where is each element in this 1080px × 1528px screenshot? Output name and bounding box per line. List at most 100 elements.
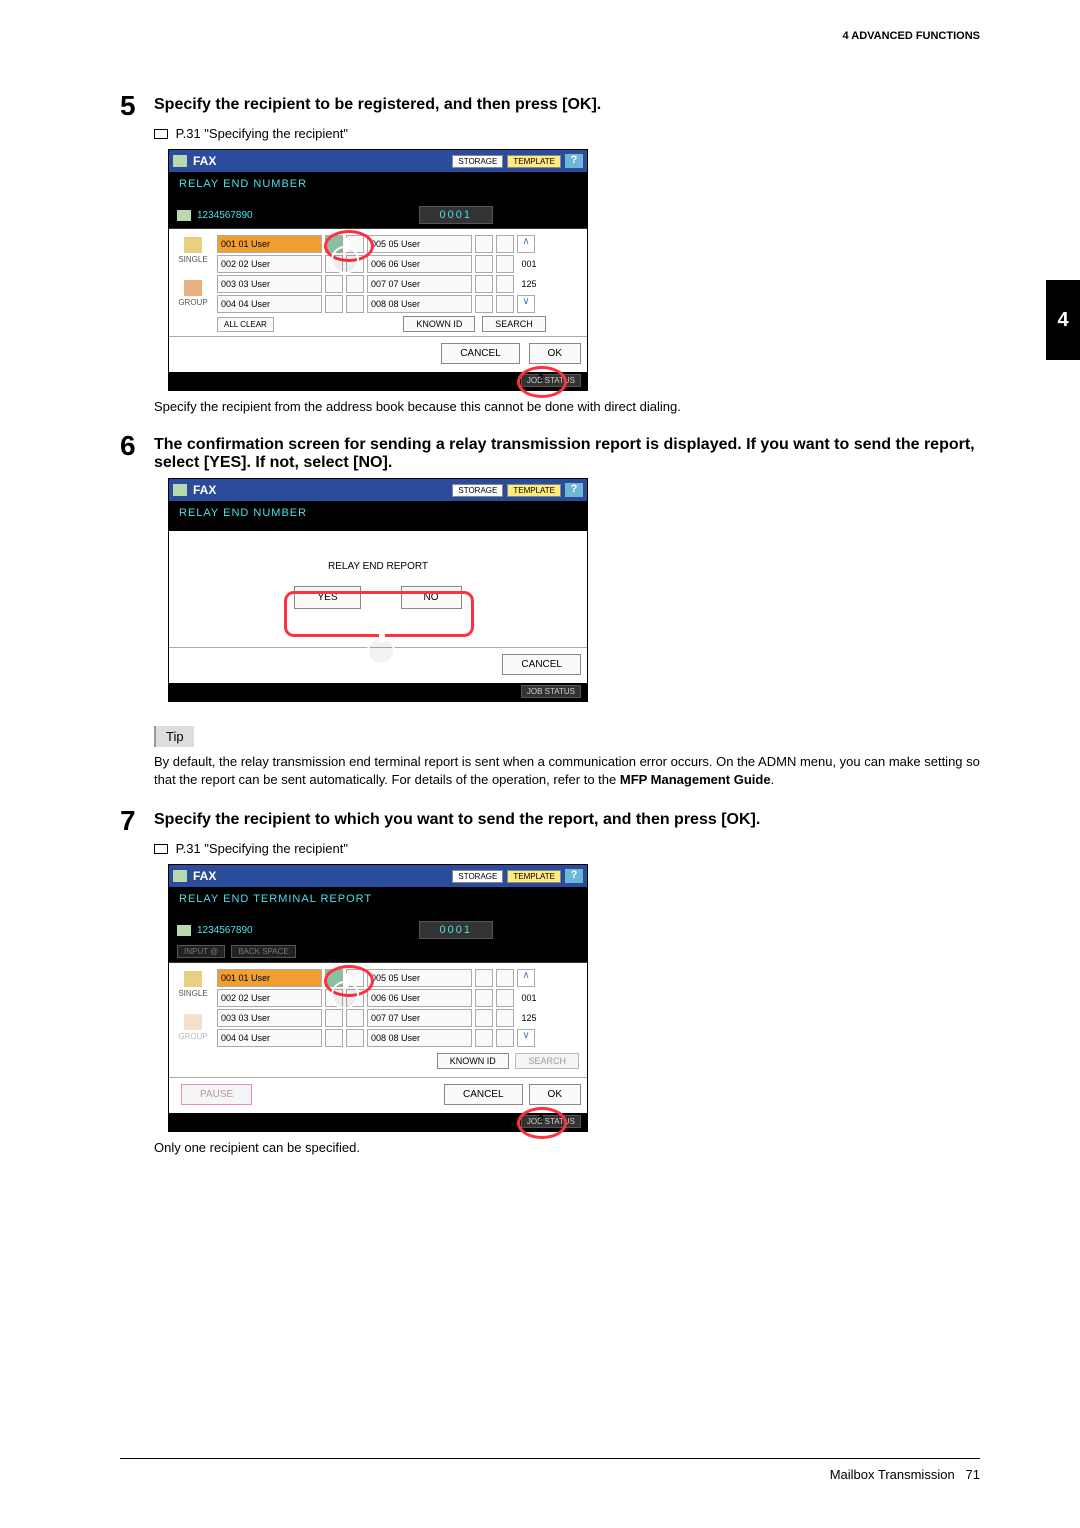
user-cell[interactable]: 005 05 User xyxy=(367,969,472,987)
step-note: Specify the recipient from the address b… xyxy=(154,399,980,414)
cursor-icon xyxy=(367,637,395,665)
titlebar: FAX STORAGE TEMPLATE ? xyxy=(169,150,587,172)
fax-label: FAX xyxy=(193,483,216,497)
page-ind: 125 xyxy=(517,1009,541,1027)
cursor-icon xyxy=(331,246,359,274)
step-num: 7 xyxy=(120,807,142,835)
step-note: Only one recipient can be specified. xyxy=(154,1140,980,1155)
storage-button[interactable]: STORAGE xyxy=(452,484,503,497)
user-cell[interactable]: 004 04 User xyxy=(217,295,322,313)
tip-body: By default, the relay transmission end t… xyxy=(154,753,980,789)
step-6: 6 The confirmation screen for sending a … xyxy=(120,432,980,472)
fax-icon xyxy=(173,484,187,496)
user-cell[interactable]: 007 07 User xyxy=(367,275,472,293)
template-button[interactable]: TEMPLATE xyxy=(507,155,561,168)
group-tab[interactable]: GROUP xyxy=(178,280,207,307)
ref-text: P.31 "Specifying the recipient" xyxy=(176,841,348,856)
ok-button[interactable]: OK xyxy=(529,1084,581,1105)
fax-indicator-icon[interactable] xyxy=(475,235,493,253)
user-cell[interactable]: 008 08 User xyxy=(367,295,472,313)
storage-button[interactable]: STORAGE xyxy=(452,870,503,883)
ref-text: P.31 "Specifying the recipient" xyxy=(176,126,348,141)
known-id-button[interactable]: KNOWN ID xyxy=(403,316,475,332)
scroll-up[interactable]: ∧ xyxy=(517,969,535,987)
user-cell[interactable]: 003 03 User xyxy=(217,1009,322,1027)
search-button[interactable]: SEARCH xyxy=(482,316,546,332)
group-tab: GROUP xyxy=(178,1014,207,1041)
cancel-button[interactable]: CANCEL xyxy=(441,343,520,364)
user-cell[interactable]: 003 03 User xyxy=(217,275,322,293)
fax-screen-2: FAX STORAGE TEMPLATE ? RELAY END NUMBER … xyxy=(168,478,588,702)
user-cell[interactable]: 005 05 User xyxy=(367,235,472,253)
input-at-button[interactable]: INPUT @ xyxy=(177,945,225,958)
page-footer: Mailbox Transmission 71 xyxy=(120,1458,980,1482)
user-cell[interactable]: 001 01 User xyxy=(217,969,322,987)
entry[interactable]: 0001 xyxy=(419,206,493,224)
value: 1234567890 xyxy=(197,210,253,221)
user-cell[interactable]: 006 06 User xyxy=(367,255,472,273)
scroll-down[interactable]: ∨ xyxy=(517,295,535,313)
step-5: 5 Specify the recipient to be registered… xyxy=(120,92,980,120)
value-row: 1234567890 0001 xyxy=(169,202,587,228)
step-ref: P.31 "Specifying the recipient" xyxy=(154,841,980,856)
user-cell[interactable]: 006 06 User xyxy=(367,989,472,1007)
scroll-up[interactable]: ∧ xyxy=(517,235,535,253)
step-title: Specify the recipient to which you want … xyxy=(154,807,760,835)
mail-indicator-icon[interactable] xyxy=(496,235,514,253)
pause-button: PAUSE xyxy=(181,1084,252,1105)
ok-button[interactable]: OK xyxy=(529,343,581,364)
tip-label: Tip xyxy=(154,726,194,747)
highlight-2: 2 xyxy=(517,1107,567,1139)
scroll-down[interactable]: ∨ xyxy=(517,1029,535,1047)
fax-label: FAX xyxy=(193,869,216,883)
fax-screen-1: FAX STORAGE TEMPLATE ? RELAY END NUMBER … xyxy=(168,149,588,391)
template-button[interactable]: TEMPLATE xyxy=(507,484,561,497)
report-label: RELAY END REPORT xyxy=(169,561,587,572)
step-7: 7 Specify the recipient to which you wan… xyxy=(120,807,980,835)
step-ref: P.31 "Specifying the recipient" xyxy=(154,126,980,141)
job-status-button[interactable]: JOB STATUS xyxy=(521,685,581,698)
user-cell[interactable]: 008 08 User xyxy=(367,1029,472,1047)
single-tab[interactable]: SINGLE xyxy=(178,237,207,264)
page-ind: 125 xyxy=(517,275,541,293)
user-cell[interactable]: 007 07 User xyxy=(367,1009,472,1027)
book-icon xyxy=(154,129,168,139)
step-title: Specify the recipient to be registered, … xyxy=(154,92,601,120)
entry[interactable]: 0001 xyxy=(419,921,493,939)
single-tab[interactable]: SINGLE xyxy=(178,971,207,998)
fax-icon xyxy=(173,155,187,167)
subtitle: RELAY END NUMBER xyxy=(169,501,587,531)
step-title: The confirmation screen for sending a re… xyxy=(154,432,980,472)
subtitle: RELAY END TERMINAL REPORT xyxy=(169,887,587,917)
page-ind: 001 xyxy=(517,989,541,1007)
page-ind: 001 xyxy=(517,255,541,273)
step-num: 5 xyxy=(120,92,142,120)
help-button[interactable]: ? xyxy=(565,154,583,168)
cancel-button[interactable]: CANCEL xyxy=(444,1084,523,1105)
fax-icon xyxy=(173,870,187,882)
fax-mini-icon xyxy=(177,210,191,221)
highlight-2: 2 xyxy=(517,366,567,398)
search-button: SEARCH xyxy=(515,1053,579,1069)
user-cell[interactable]: 004 04 User xyxy=(217,1029,322,1047)
value: 1234567890 xyxy=(197,925,253,936)
book-icon xyxy=(154,844,168,854)
fax-screen-3: FAX STORAGE TEMPLATE ? RELAY END TERMINA… xyxy=(168,864,588,1132)
user-cell[interactable]: 001 01 User xyxy=(217,235,322,253)
all-clear-button[interactable]: ALL CLEAR xyxy=(217,317,274,332)
user-cell[interactable]: 002 02 User xyxy=(217,255,322,273)
chapter-tab: 4 xyxy=(1046,280,1080,360)
known-id-button[interactable]: KNOWN ID xyxy=(437,1053,509,1069)
help-button[interactable]: ? xyxy=(565,869,583,883)
fax-mini-icon xyxy=(177,925,191,936)
fax-label: FAX xyxy=(193,154,216,168)
help-button[interactable]: ? xyxy=(565,483,583,497)
template-button[interactable]: TEMPLATE xyxy=(507,870,561,883)
storage-button[interactable]: STORAGE xyxy=(452,155,503,168)
step-num: 6 xyxy=(120,432,142,472)
subtitle: RELAY END NUMBER xyxy=(169,172,587,202)
user-cell[interactable]: 002 02 User xyxy=(217,989,322,1007)
page-header: 4 ADVANCED FUNCTIONS xyxy=(120,30,980,42)
cancel-button[interactable]: CANCEL xyxy=(502,654,581,675)
backspace-button[interactable]: BACK SPACE xyxy=(231,945,296,958)
